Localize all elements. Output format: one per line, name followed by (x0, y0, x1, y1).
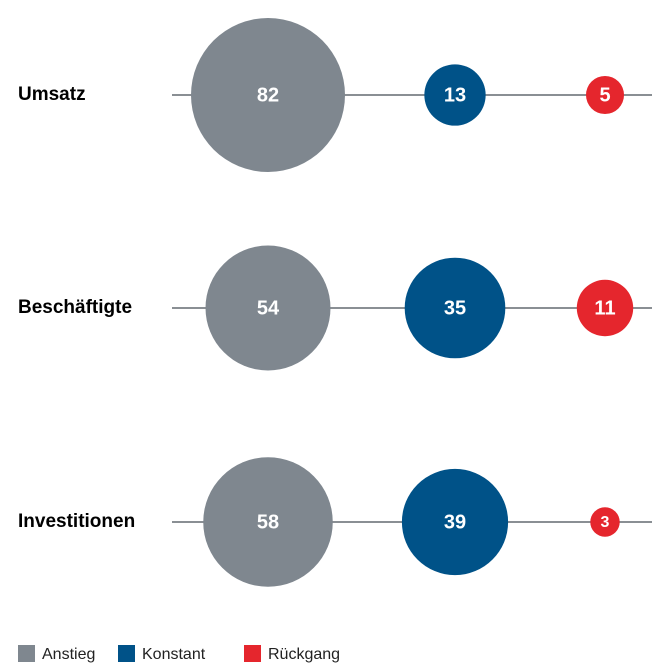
legend-swatch (118, 645, 135, 662)
legend-swatch (244, 645, 261, 662)
value-label: 3 (601, 514, 610, 531)
value-label: 82 (257, 84, 279, 106)
value-label: 58 (257, 511, 279, 533)
value-label: 39 (444, 511, 466, 533)
value-label: 35 (444, 297, 466, 319)
value-label: 11 (594, 297, 615, 319)
bubble (576, 279, 634, 337)
bubble (203, 457, 333, 587)
bubble (191, 18, 345, 172)
legend-label: Rückgang (268, 646, 340, 663)
bubble (590, 507, 620, 537)
value-label: 54 (257, 297, 280, 319)
category-label: Umsatz (18, 84, 86, 105)
category-label: Beschäftigte (18, 297, 132, 318)
bubble (401, 468, 509, 576)
bubble (424, 64, 486, 126)
legend-label: Konstant (142, 646, 206, 663)
bubble (585, 75, 625, 115)
category-label: Investitionen (18, 511, 135, 532)
legend-label: Anstieg (42, 646, 95, 663)
legend-swatch (18, 645, 35, 662)
value-label: 5 (599, 84, 610, 106)
bubble (205, 245, 331, 371)
value-label: 13 (444, 84, 466, 106)
bubble (404, 257, 506, 359)
